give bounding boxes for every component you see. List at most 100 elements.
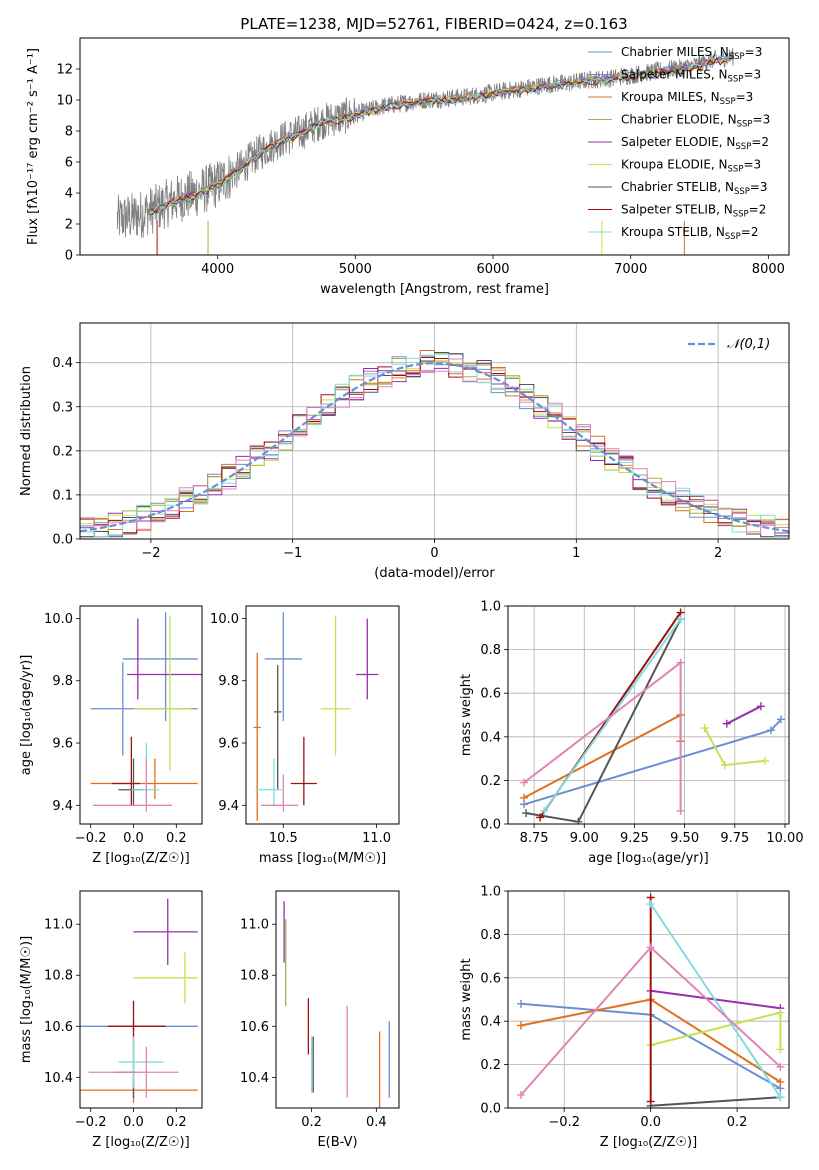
y-tick-label: 0.8: [480, 643, 501, 658]
weight-point: [646, 1097, 655, 1106]
x-tick-label: 9.25: [620, 831, 649, 846]
weight-point: [722, 719, 731, 728]
panel-age-vs-Z: −0.2 0.0 0.2 9.4 9.6 9.8 10.0 Z [log₁₀(Z/Z☉)] ag…: [19, 605, 203, 866]
weight-point: [520, 793, 529, 802]
x-tick-label: −0.2: [75, 831, 107, 846]
y-tick-label: 1.0: [480, 600, 501, 615]
legend-entry: Salpeter STELIB, NSSP=2: [621, 203, 766, 220]
panel-spectrum: 4000 5000 6000 7000 8000 0 2 4 6 8 10 12 wavelength …: [26, 37, 790, 297]
weight-point: [760, 756, 769, 765]
x-tick-label: 0.2: [301, 1115, 322, 1130]
x-tick-label: 9.00: [570, 831, 599, 846]
weight-point: [516, 1090, 525, 1099]
y-tick-label: 0.6: [480, 687, 501, 702]
y-tick-label: 0.2: [52, 444, 73, 459]
axes-frame: [79, 322, 790, 540]
legend-entry: Kroupa ELODIE, NSSP=3: [621, 158, 761, 175]
y-tick-label: 9.8: [218, 674, 239, 689]
model-line: [148, 58, 728, 216]
residual-histogram: [80, 357, 789, 538]
axes-frame: [79, 37, 790, 256]
x-tick-label: −0.2: [75, 1115, 107, 1130]
weight-line: [650, 1011, 782, 1050]
x-tick-label: 7000: [614, 262, 647, 277]
legend-sub: SSP: [728, 165, 744, 175]
weight-point: [776, 1077, 785, 1086]
y-tick-label: 0.6: [480, 971, 501, 986]
weight-point: [540, 806, 549, 815]
legend-suffix: =3: [743, 68, 761, 82]
plot-area: [90, 612, 202, 812]
y-tick-label: 10.0: [44, 612, 73, 627]
weight-line: [523, 718, 782, 806]
plot-area: [283, 901, 390, 1108]
weight-point: [676, 615, 685, 624]
weight-point: [522, 809, 531, 818]
axes-frame: [275, 890, 400, 1109]
x-tick-label: 10.00: [766, 831, 803, 846]
x-tick-label: 5000: [339, 262, 372, 277]
legend-sub: SSP: [737, 120, 753, 130]
legend-label: Salpeter MILES, N: [621, 68, 728, 82]
axes-frame: [79, 890, 203, 1109]
legend-label: Salpeter ELODIE, N: [621, 135, 735, 149]
legend-label: Chabrier ELODIE, N: [621, 113, 737, 127]
weight-point: [776, 1008, 785, 1017]
x-axis-label: Z [log₁₀(Z/Z☉)]: [92, 1135, 189, 1150]
x-axis-label: mass [log₁₀(M/M☉)]: [259, 851, 386, 866]
y-tick-label: 0.4: [52, 356, 73, 371]
plot-area: [80, 898, 198, 1103]
y-tick-label: 0.2: [480, 1058, 501, 1073]
y-tick-label: 9.6: [218, 737, 239, 752]
y-tick-label: 8: [65, 125, 73, 140]
legend-entry: Chabrier STELIB, NSSP=3: [621, 180, 768, 197]
legend-sub: SSP: [733, 210, 749, 220]
y-tick-label: 6: [65, 156, 73, 171]
weight-point: [516, 999, 525, 1008]
x-tick-label: 0.2: [166, 831, 187, 846]
x-tick-label: 0.2: [166, 1115, 187, 1130]
x-tick-label: 8000: [752, 262, 785, 277]
y-tick-label: 0: [65, 249, 73, 264]
y-tick-label: 11.0: [240, 918, 269, 933]
y-tick-label: 1.0: [480, 885, 501, 900]
x-tick-label: 4000: [201, 262, 234, 277]
weight-point: [676, 806, 685, 815]
plot-area: [508, 891, 789, 1108]
panel-massweight-vs-Z: −0.2 0.0 0.2 0.0 0.2 0.4 0.6 0.8 1.0 Z [log₁₀(Z/Z…: [459, 885, 790, 1150]
residual-histogram: [80, 353, 789, 538]
weight-point: [516, 1021, 525, 1030]
y-axis-label: mass weight: [459, 958, 474, 1040]
y-tick-label: 10.8: [240, 969, 269, 984]
y-tick-label: 0.0: [480, 818, 501, 833]
plot-area: [116, 47, 735, 255]
legend-entry: Salpeter MILES, NSSP=3: [621, 68, 761, 85]
x-tick-label: 0: [430, 546, 438, 561]
legend-suffix: =2: [741, 225, 759, 239]
panel-age-vs-mass: 10.5 11.0 9.4 9.6 9.8 10.0 mass [log₁₀(M/M☉)]: [210, 605, 400, 866]
weight-point: [574, 817, 583, 824]
panel-residuals: −2 −1 0 1 2 0.0 0.1 0.2 0.3 0.4 (data-model)/error…: [19, 322, 790, 581]
legend-suffix: =3: [753, 113, 771, 127]
x-tick-label: 1: [572, 546, 580, 561]
weight-point: [720, 761, 729, 770]
y-axis-label: Flux [fλ10⁻¹⁷ erg cm⁻² s⁻¹ A⁻¹]: [26, 48, 41, 245]
weight-point: [776, 1045, 785, 1054]
legend-label: Chabrier MILES, N: [621, 45, 729, 59]
y-tick-label: 9.4: [52, 799, 73, 814]
y-tick-label: 0.4: [480, 1015, 501, 1030]
x-tick-label: 0.4: [366, 1115, 387, 1130]
weight-line: [649, 903, 782, 1098]
x-tick-label: 0.0: [123, 831, 144, 846]
x-tick-label: 10.5: [269, 831, 298, 846]
x-axis-label: E(B-V): [317, 1135, 357, 1150]
y-tick-label: 9.8: [52, 674, 73, 689]
legend-suffix: =3: [736, 90, 754, 104]
weight-point: [776, 1093, 785, 1102]
figure-title: PLATE=1238, MJD=52761, FIBERID=0424, z=0…: [240, 15, 627, 33]
axes-frame: [507, 890, 790, 1109]
weight-point: [776, 1062, 785, 1071]
panel-massweight-vs-age: 8.75 9.00 9.25 9.50 9.75 10.00 0.0 0.2 0.4 0.6 0.8…: [459, 600, 804, 867]
legend-entry: Chabrier ELODIE, NSSP=3: [621, 113, 770, 130]
legend-sub: SSP: [729, 52, 745, 62]
